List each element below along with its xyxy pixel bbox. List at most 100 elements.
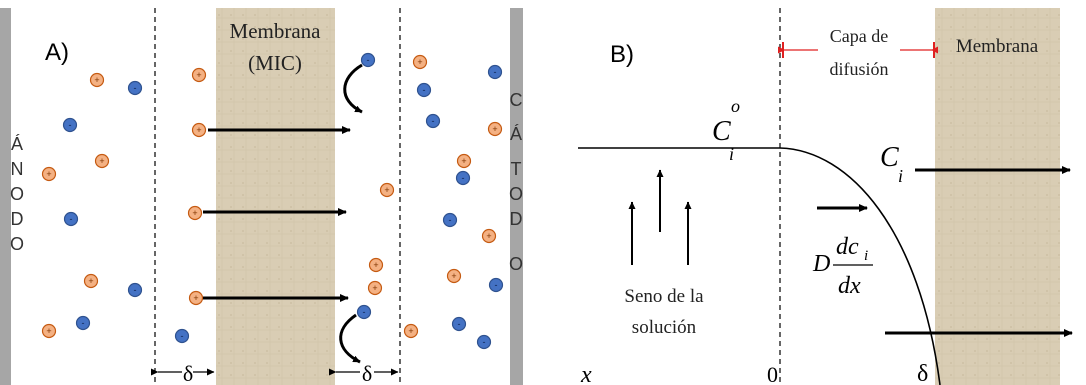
anion-ion: - [63,211,79,227]
plus-sign: + [492,124,497,134]
plus-sign: + [461,156,466,166]
anion-ion: - [451,316,467,332]
flux-expression: D dc i dx [812,234,873,299]
plus-sign: + [372,283,377,293]
anion-ion: - [174,328,190,344]
ci-base: C [880,142,899,173]
membrane-b [935,8,1060,385]
plus-sign: + [196,125,201,135]
membrane-concentration-label: C i [880,142,903,186]
ions-group: + - - + + - + - + - + + + + - - - + + + + - - + - + - - + + - + - - [41,52,504,350]
plus-sign: + [196,70,201,80]
plus-sign: + [486,231,491,241]
bulk-label-1: Seno de la [624,286,704,307]
cation-ion: + [41,323,57,339]
anode-letter: O [10,184,24,204]
delta-left-label: δ [183,361,193,385]
plus-sign: + [99,156,104,166]
membrane-a [216,8,335,385]
plus-sign: + [88,276,93,286]
cation-ion: + [94,153,110,169]
concentration-profile [578,147,941,385]
membrane-a-label-1: Membrana [230,19,322,43]
minus-sign: - [432,116,435,126]
ci-sub: i [898,166,903,186]
minus-sign: - [82,318,85,328]
cathode-letter: O [509,254,523,274]
cation-ion: + [83,273,99,289]
bulk-concentration-label: C o i [712,96,740,164]
cation-ion: + [187,205,203,221]
minus-sign: - [69,120,72,130]
diffusion-layer-label-bg [818,20,900,82]
minus-sign: - [494,67,497,77]
minus-sign: - [134,83,137,93]
cathode-letter: T [511,159,522,179]
anode-letter: O [10,234,24,254]
minus-sign: - [495,280,498,290]
cation-ion: + [487,121,503,137]
plus-sign: + [94,75,99,85]
anion-ion: - [487,64,503,80]
cation-ion: + [188,290,204,306]
panel-b-label: B) [610,41,634,68]
cation-ion: + [412,54,428,70]
anion-ion: - [127,282,143,298]
anode-letter: N [11,159,24,179]
plus-sign: + [193,293,198,303]
plus-sign: + [46,169,51,179]
delta-right-label: δ [362,361,372,385]
anion-ion: - [356,304,372,320]
bulk-label-2: solución [632,317,697,338]
anion-ion: - [476,334,492,350]
anion-ion: - [442,212,458,228]
plus-sign: + [373,260,378,270]
anion-ion: - [360,52,376,68]
minus-sign: - [134,285,137,295]
anion-ion: - [488,277,504,293]
plus-sign: + [46,326,51,336]
anode-label: Á N O D O [10,134,24,254]
cation-ion: + [89,72,105,88]
cation-ion: + [41,166,57,182]
cation-ion: + [446,268,462,284]
flux-den: dx [838,273,861,299]
plus-sign: + [408,326,413,336]
minus-sign: - [449,215,452,225]
diffusion-layer-label-1: Capa de [830,26,888,46]
cathode-label: C Á T O D O [509,90,523,274]
flux-num-sub: i [864,248,868,264]
minus-sign: - [423,85,426,95]
ci0-sub: i [729,144,734,164]
minus-sign: - [363,307,366,317]
anion-rejection-arrow [339,313,361,364]
plus-sign: + [192,208,197,218]
panel-b: B) Capa de difusión Membrana C o i C i D… [578,8,1073,385]
cation-ion: + [379,182,395,198]
cation-ion: + [368,257,384,273]
plus-sign: + [451,271,456,281]
plus-sign: + [417,57,422,67]
membrane-b-label: Membrana [956,36,1039,57]
membrane-a-label-2: (MIC) [248,51,302,75]
minus-sign: - [483,337,486,347]
axis-zero-label: 0 [767,362,778,385]
cation-ion: + [191,67,207,83]
anode-letter: Á [11,134,23,154]
anion-rejection-arrow [343,63,363,114]
minus-sign: - [70,214,73,224]
anode-electrode [0,8,11,385]
anion-ion: - [416,82,432,98]
cation-ion: + [456,153,472,169]
cathode-letter: O [509,184,523,204]
anode-letter: D [11,209,24,229]
plus-sign: + [384,185,389,195]
cathode-letter: Á [510,124,522,144]
cathode-electrode [510,8,523,385]
anion-ion: - [127,80,143,96]
minus-sign: - [181,331,184,341]
ci0-base: C [712,116,731,147]
minus-sign: - [462,173,465,183]
anion-ion: - [425,113,441,129]
